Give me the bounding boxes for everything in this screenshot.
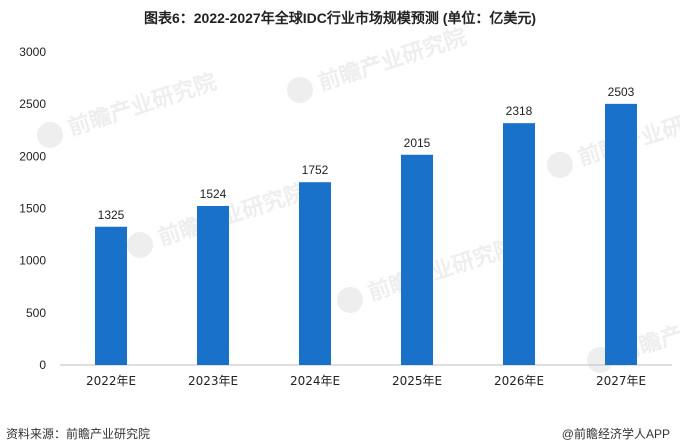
y-tick-label: 1000 (19, 254, 46, 268)
bar (197, 205, 229, 365)
bar-labels: 1325 1524 1752 2015 2318 2503 (98, 85, 635, 222)
bar (605, 103, 637, 365)
bar-value-label: 1524 (200, 187, 227, 201)
y-axis: 0 500 1000 1500 2000 2500 3000 (19, 45, 46, 372)
x-tick-label: 2025年E (392, 374, 442, 388)
bar (299, 182, 331, 365)
y-tick-label: 0 (39, 358, 46, 372)
bar-value-label: 1325 (98, 208, 125, 222)
x-axis: 2022年E 2023年E 2024年E 2025年E 2026年E 2027年E (60, 364, 672, 388)
bar (503, 123, 535, 365)
bar-value-label: 2318 (506, 104, 533, 118)
watermark: 前瞻产业研究院 (37, 69, 220, 148)
watermark: 前瞻产业研究院 (287, 24, 470, 103)
watermark-text: 前瞻产业研究院 (315, 24, 470, 96)
y-tick-label: 3000 (19, 45, 46, 59)
bar-value-label: 1752 (302, 163, 329, 177)
bars (95, 103, 637, 365)
y-tick-label: 2500 (19, 97, 46, 111)
watermark-text: 前瞻产业研究院 (155, 179, 310, 251)
watermark-logo-icon (547, 152, 573, 178)
brand-credit: @前瞻经济学人APP (561, 427, 670, 441)
source-note: 资料来源：前瞻产业研究院 (6, 427, 151, 441)
watermark-logo-icon (287, 77, 313, 103)
x-tick-label: 2024年E (290, 374, 340, 388)
x-tick-label: 2023年E (188, 374, 238, 388)
y-tick-label: 2000 (19, 149, 46, 163)
x-tick-label: 2026年E (494, 374, 544, 388)
bar-value-label: 2503 (608, 85, 635, 99)
watermark-logo-icon (37, 122, 63, 148)
watermark-logo-icon (337, 287, 363, 313)
watermark-text: 前瞻产业研究院 (65, 69, 220, 141)
x-tick-label: 2022年E (86, 374, 136, 388)
y-tick-label: 1500 (19, 202, 46, 216)
watermark-logo-icon (127, 232, 153, 258)
x-tick-label: 2027年E (596, 374, 646, 388)
watermark-layer: 前瞻产业研究院前瞻产业研究院前瞻产业研究院前瞻产业研究院前瞻产业研究院前瞻产业研… (37, 24, 680, 373)
bar (95, 226, 127, 365)
y-tick-label: 500 (26, 306, 46, 320)
chart-title: 图表6：2022-2027年全球IDC行业市场规模预测 (单位：亿美元) (143, 10, 537, 26)
bar-value-label: 2015 (404, 136, 431, 150)
bar (401, 154, 433, 365)
watermark-text: 前瞻产业研究院 (365, 234, 520, 306)
